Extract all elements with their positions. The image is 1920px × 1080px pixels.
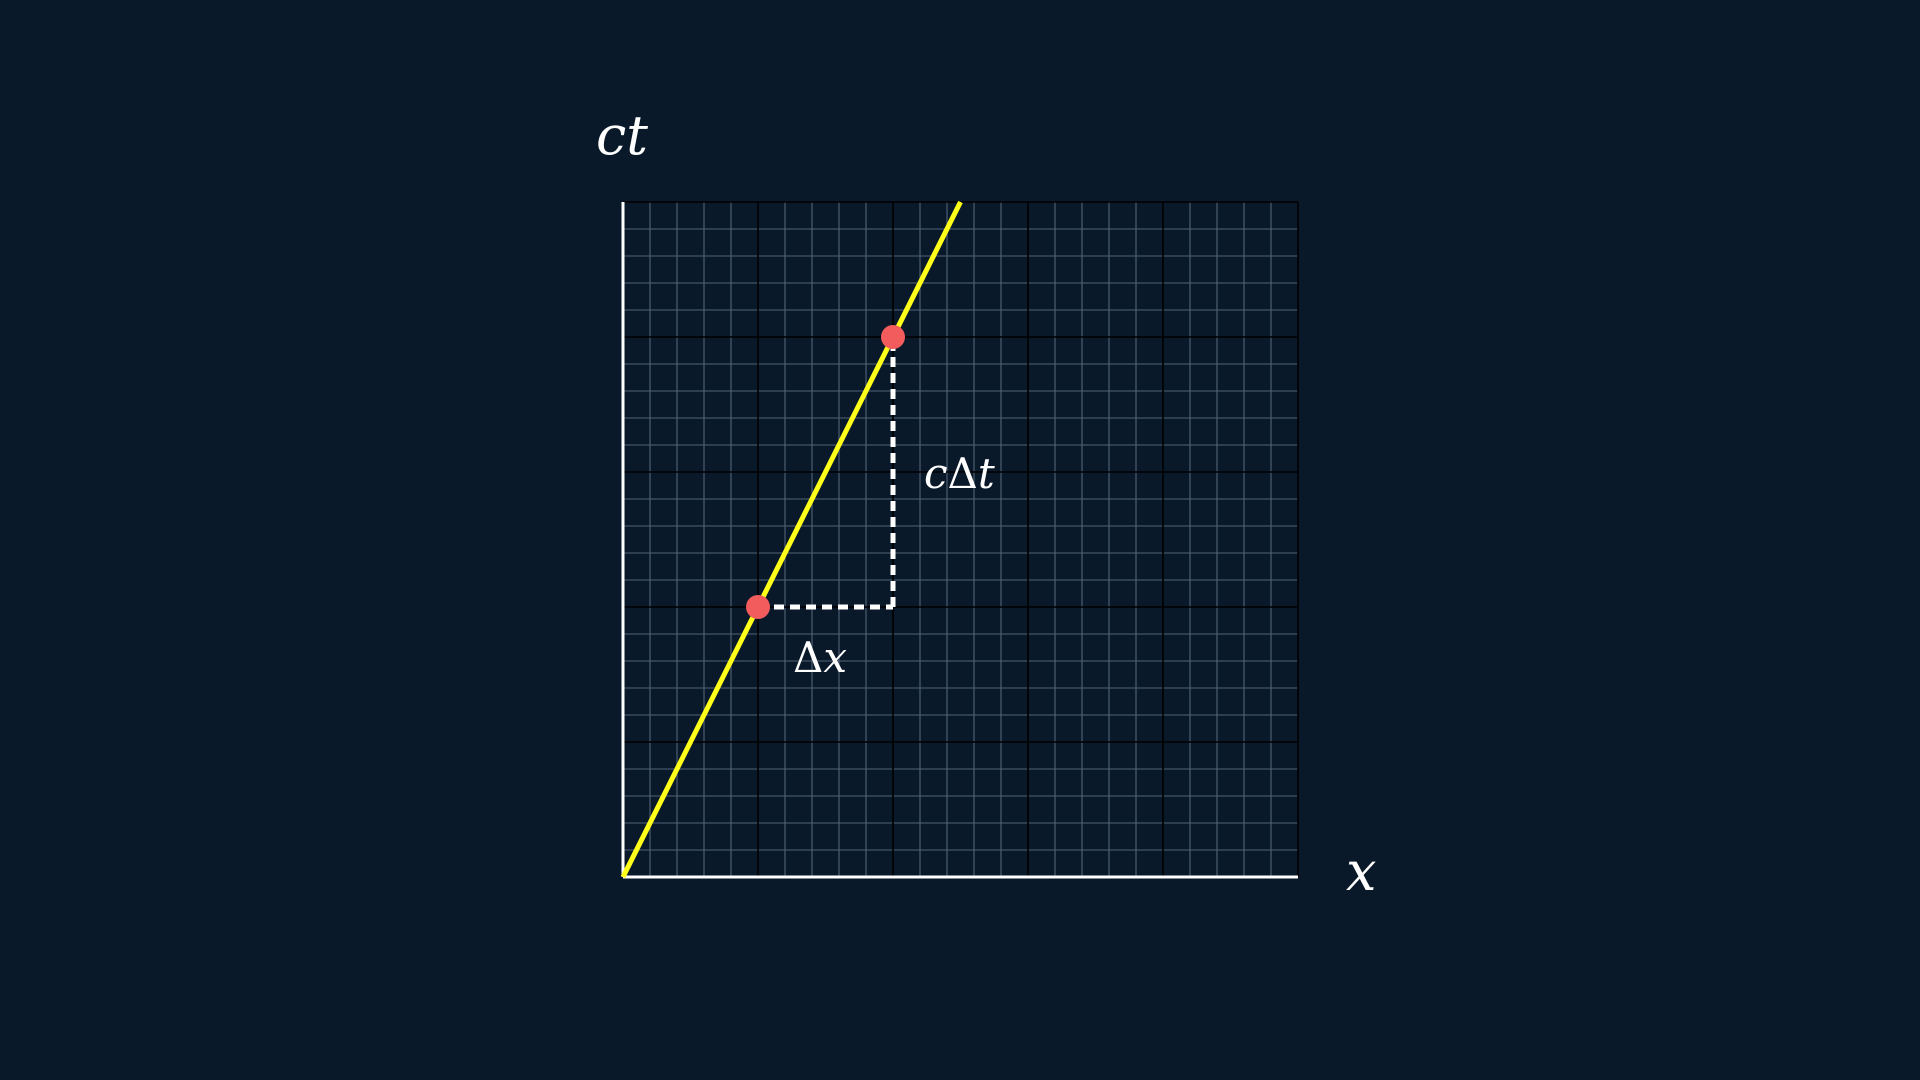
delta-symbol: Δ <box>793 633 823 682</box>
t-var: t <box>978 449 995 498</box>
c-delta-t-label: cΔt <box>924 449 995 498</box>
events <box>746 325 905 619</box>
minor-grid <box>623 202 1298 877</box>
event-1-point <box>746 595 770 619</box>
delta-x-label: Δx <box>793 633 847 682</box>
x-axis-label: x <box>1346 840 1376 903</box>
delta-guides <box>758 337 896 610</box>
delta-symbol-t: Δ <box>948 449 978 498</box>
delta-x-var: x <box>823 633 847 682</box>
worldline <box>620 200 963 879</box>
event-2-point <box>881 325 905 349</box>
ct-axis-label: ct <box>596 104 648 167</box>
c-var: c <box>924 449 948 498</box>
